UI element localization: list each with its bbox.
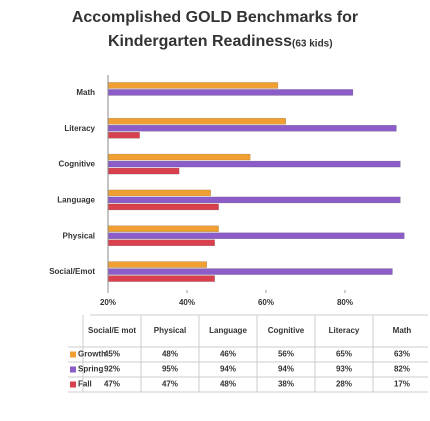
bar [107, 203, 219, 211]
table-cell: 65% [336, 350, 352, 359]
chart-title: Kindergarten Readiness [108, 33, 292, 50]
bar [107, 118, 286, 125]
table-cell: 82% [394, 365, 410, 374]
bar [107, 189, 211, 197]
table-header: Language [209, 326, 247, 335]
bar [107, 268, 393, 275]
category-label: Social/Emot [49, 267, 95, 276]
legend-swatch [70, 381, 76, 388]
table-cell: 46% [220, 350, 236, 359]
chart-title: Accomplished GOLD Benchmarks for [72, 9, 358, 26]
bar [107, 232, 405, 239]
x-tick-label: 60% [258, 298, 274, 307]
bar [107, 239, 215, 246]
table-header: Math [393, 326, 412, 335]
bar [107, 132, 140, 139]
bar [107, 167, 180, 175]
bar [107, 153, 251, 161]
table-cell: 17% [394, 380, 410, 389]
x-tick-label: 20% [100, 298, 116, 307]
bar [107, 275, 215, 282]
category-label: Math [76, 88, 95, 97]
table-header: Social/E mot [88, 326, 136, 335]
legend-label: Fall [78, 380, 92, 389]
table-cell: 92% [104, 365, 120, 374]
legend-label: Spring [78, 365, 103, 374]
bar [107, 82, 279, 89]
table-cell: 47% [162, 380, 178, 389]
bar [107, 225, 219, 232]
table-cell: 93% [336, 365, 352, 374]
table-cell: 48% [220, 380, 236, 389]
table-header: Literacy [329, 326, 360, 335]
category-label: Physical [63, 231, 95, 240]
bar [107, 261, 207, 268]
table-cell: 56% [278, 350, 294, 359]
legend-swatch [70, 351, 76, 358]
table-cell: 47% [104, 380, 120, 389]
table-cell: 94% [278, 365, 294, 374]
bar [107, 160, 401, 168]
x-tick-label: 80% [337, 298, 353, 307]
category-label: Literacy [64, 124, 95, 133]
table-header: Cognitive [268, 326, 305, 335]
chart-subtitle: (63 kids) [292, 39, 333, 50]
bar [107, 125, 397, 132]
table-cell: 94% [220, 365, 236, 374]
category-label: Cognitive [59, 160, 96, 169]
table-cell: 28% [336, 380, 352, 389]
x-tick-label: 40% [179, 298, 195, 307]
table-header: Physical [154, 326, 186, 335]
table-cell: 48% [162, 350, 178, 359]
legend-label: Growth [78, 350, 106, 359]
table-cell: 63% [394, 350, 410, 359]
table-cell: 38% [278, 380, 294, 389]
bar [107, 89, 354, 96]
table-cell: 45% [104, 350, 120, 359]
category-label: Language [57, 196, 95, 205]
bar [107, 196, 401, 204]
table-cell: 95% [162, 365, 178, 374]
legend-swatch [70, 366, 76, 373]
